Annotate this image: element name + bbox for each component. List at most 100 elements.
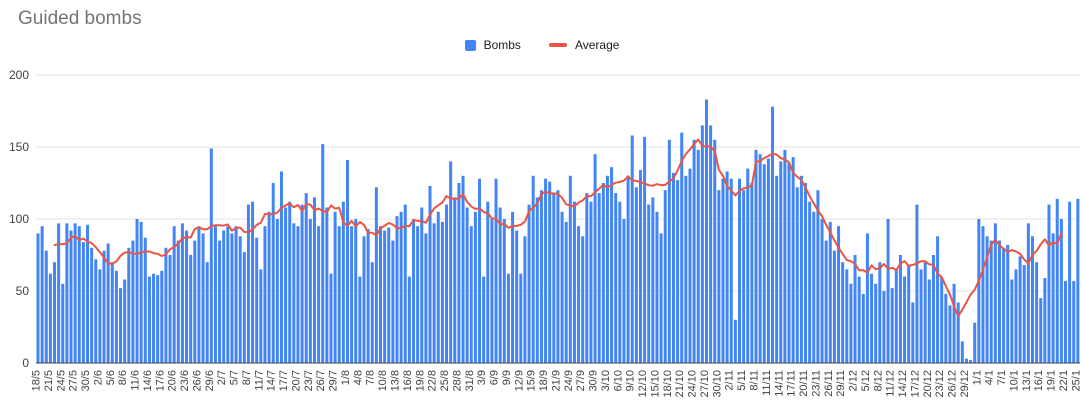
bomb-bar[interactable] [325,207,329,363]
bomb-bar[interactable] [601,183,605,363]
bomb-bar[interactable] [676,180,680,363]
bomb-bar[interactable] [73,223,77,363]
bomb-bar[interactable] [412,219,416,363]
bomb-bar[interactable] [374,187,378,363]
bomb-bar[interactable] [102,250,106,363]
bomb-bar[interactable] [539,190,543,363]
bomb-bar[interactable] [1039,298,1043,363]
bomb-bar[interactable] [350,226,354,363]
bomb-bar[interactable] [1043,278,1047,363]
bomb-bar[interactable] [952,283,956,363]
bomb-bar[interactable] [688,168,692,363]
bomb-bar[interactable] [969,360,973,363]
bomb-bar[interactable] [90,247,94,363]
bomb-bar[interactable] [700,125,704,364]
bomb-bar[interactable] [1055,198,1059,363]
bomb-bar[interactable] [403,204,407,363]
bomb-bar[interactable] [222,230,226,363]
bomb-bar[interactable] [53,262,57,363]
bomb-bar[interactable] [48,273,52,363]
bomb-bar[interactable] [205,262,209,363]
bomb-bar[interactable] [209,148,213,363]
bomb-bar[interactable] [440,221,444,363]
bomb-bar[interactable] [494,178,498,363]
bomb-bar[interactable] [907,265,911,363]
bomb-bar[interactable] [473,211,477,363]
bomb-bar[interactable] [605,175,609,363]
bomb-bar[interactable] [226,226,230,363]
bomb-bar[interactable] [213,226,217,363]
bomb-bar[interactable] [127,247,131,363]
bomb-bar[interactable] [985,236,989,363]
bomb-bar[interactable] [1068,201,1072,363]
bomb-bar[interactable] [927,279,931,363]
bomb-bar[interactable] [131,240,135,363]
bomb-bar[interactable] [238,236,242,363]
bomb-bar[interactable] [684,175,688,363]
bomb-bar[interactable] [379,226,382,363]
bomb-bar[interactable] [1063,280,1067,363]
bomb-bar[interactable] [486,201,490,363]
bomb-bar[interactable] [890,288,894,363]
bomb-bar[interactable] [98,269,102,363]
bomb-bar[interactable] [861,293,865,363]
bomb-bar[interactable] [345,159,349,363]
bomb-bar[interactable] [828,221,832,363]
bomb-bar[interactable] [300,204,304,363]
bomb-bar[interactable] [940,276,944,363]
bomb-bar[interactable] [391,240,395,363]
bomb-bar[interactable] [1059,219,1063,363]
bomb-bar[interactable] [816,190,820,363]
bomb-bar[interactable] [709,125,713,364]
bomb-bar[interactable] [1002,247,1006,363]
bomb-bar[interactable] [197,226,201,363]
bomb-bar[interactable] [766,158,770,363]
bomb-bar[interactable] [931,255,935,363]
bomb-bar[interactable] [820,219,824,363]
bomb-bar[interactable] [597,193,601,363]
bomb-bar[interactable] [94,259,98,363]
bomb-bar[interactable] [271,183,275,363]
bomb-bar[interactable] [878,262,882,363]
bomb-bar[interactable] [824,240,828,363]
bomb-bar[interactable] [973,322,977,363]
bomb-bar[interactable] [156,275,160,363]
bomb-bar[interactable] [114,270,118,363]
bomb-bar[interactable] [692,139,696,363]
legend-item-bombs[interactable]: Bombs [464,38,521,52]
bomb-bar[interactable] [981,226,985,363]
bomb-bar[interactable] [857,276,861,363]
bomb-bar[interactable] [898,255,902,363]
bomb-bar[interactable] [308,219,312,363]
bomb-bar[interactable] [387,227,391,363]
bomb-bar[interactable] [812,211,816,363]
bomb-bar[interactable] [110,262,114,363]
bomb-bar[interactable] [36,233,40,363]
bomb-bar[interactable] [490,219,494,363]
bomb-bar[interactable] [482,276,486,363]
bomb-bar[interactable] [779,161,783,363]
bomb-bar[interactable] [168,255,172,363]
bomb-bar[interactable] [622,219,626,363]
bomb-bar[interactable] [453,197,457,363]
bomb-bar[interactable] [69,230,73,363]
bomb-bar[interactable] [742,190,746,363]
bomb-bar[interactable] [593,154,597,363]
bomb-bar[interactable] [40,226,44,363]
bomb-bar[interactable] [341,201,345,363]
bomb-bar[interactable] [1010,279,1014,363]
bomb-bar[interactable] [1030,236,1034,363]
bomb-bar[interactable] [775,175,779,363]
bomb-bar[interactable] [725,171,729,363]
bomb-bar[interactable] [758,154,762,363]
bomb-bar[interactable] [292,223,296,363]
bomb-bar[interactable] [478,178,482,363]
bomb-bar[interactable] [936,236,940,363]
bomb-bar[interactable] [832,250,836,363]
bomb-bar[interactable] [1026,223,1030,363]
bomb-bar[interactable] [560,211,564,363]
bomb-bar[interactable] [251,201,255,363]
legend-item-average[interactable]: Average [548,38,619,52]
bomb-bar[interactable] [647,204,651,363]
bomb-bar[interactable] [461,175,465,363]
